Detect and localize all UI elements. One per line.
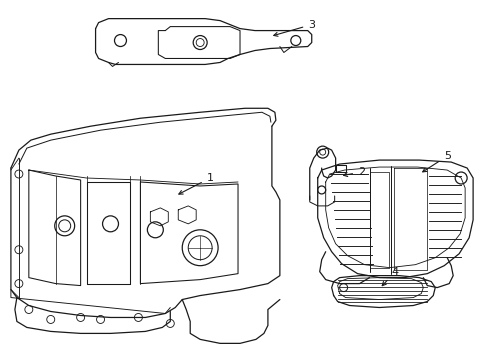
Text: 4: 4: [382, 267, 398, 285]
Text: 1: 1: [179, 173, 213, 194]
Text: 2: 2: [343, 167, 365, 177]
Text: 3: 3: [273, 19, 315, 36]
Text: 5: 5: [422, 151, 450, 172]
